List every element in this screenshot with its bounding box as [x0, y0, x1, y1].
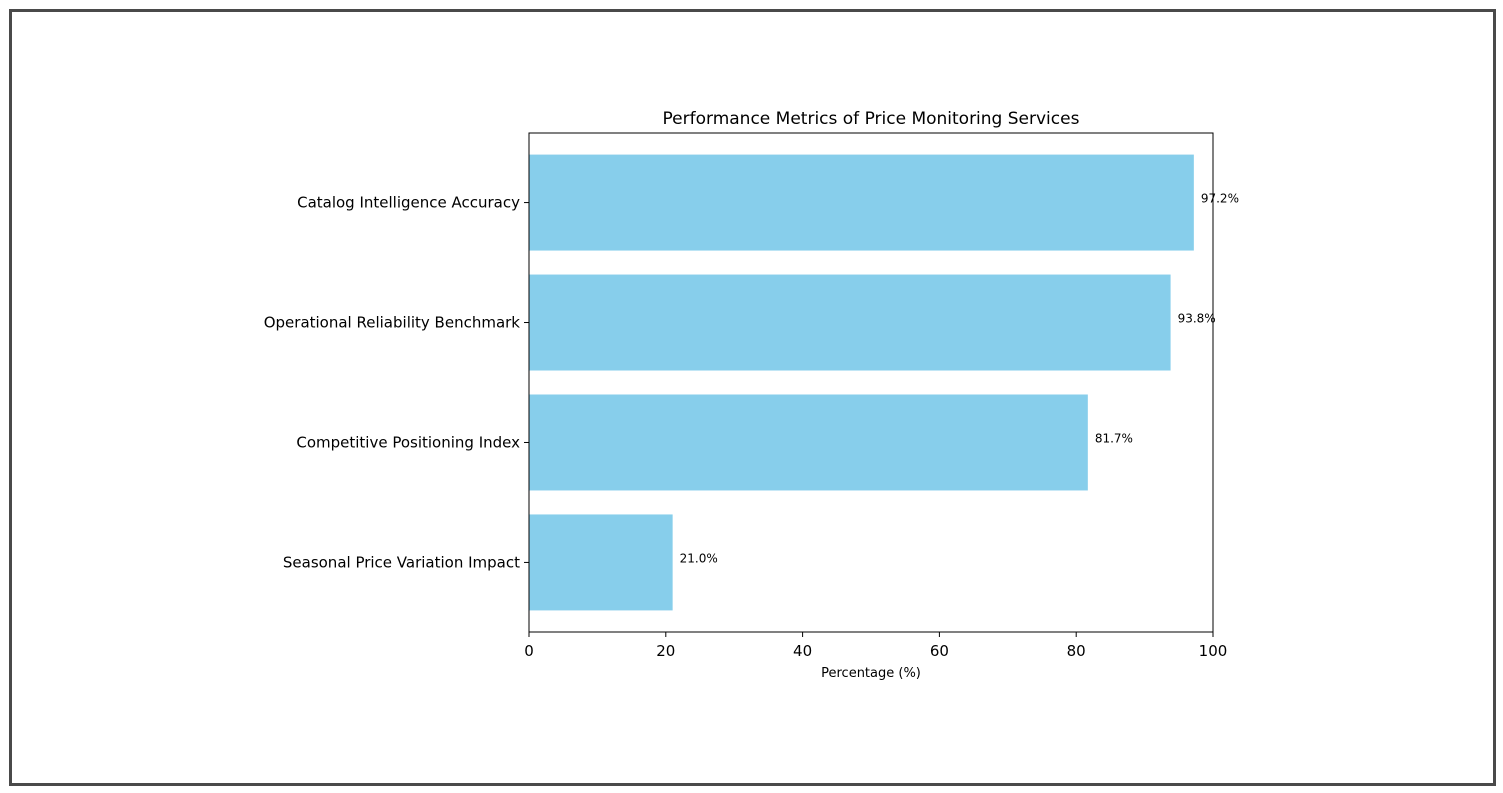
chart-title: Performance Metrics of Price Monitoring …: [663, 109, 1080, 129]
bar: [529, 274, 1171, 371]
x-axis-ticks: 0 20 40 60 80 100: [524, 632, 1227, 660]
plot-area-border: [528, 132, 1214, 633]
category-labels: Catalog Intelligence Accuracy Operational…: [264, 194, 529, 571]
category-label: Operational Reliability Benchmark: [264, 314, 521, 332]
value-label: 81.7%: [1095, 431, 1133, 445]
bar: [529, 394, 1088, 491]
bar: [529, 514, 673, 611]
category-label: Competitive Positioning Index: [296, 433, 520, 451]
x-tick-label: 40: [793, 642, 812, 660]
x-axis-label: Percentage (%): [821, 666, 921, 681]
value-label: 97.2%: [1201, 192, 1239, 206]
category-label: Catalog Intelligence Accuracy: [297, 194, 520, 212]
x-tick-label: 20: [656, 642, 675, 660]
value-label: 21.0%: [680, 551, 718, 565]
category-label: Seasonal Price Variation Impact: [283, 553, 520, 571]
value-label: 93.8%: [1178, 312, 1216, 326]
x-tick-label: 80: [1067, 642, 1086, 660]
value-labels: 97.2% 93.8% 81.7% 21.0%: [680, 192, 1239, 566]
x-tick-label: 0: [524, 642, 534, 660]
bars-group: [529, 154, 1194, 611]
bar: [529, 154, 1194, 251]
x-tick-label: 60: [930, 642, 949, 660]
x-tick-label: 100: [1199, 642, 1228, 660]
